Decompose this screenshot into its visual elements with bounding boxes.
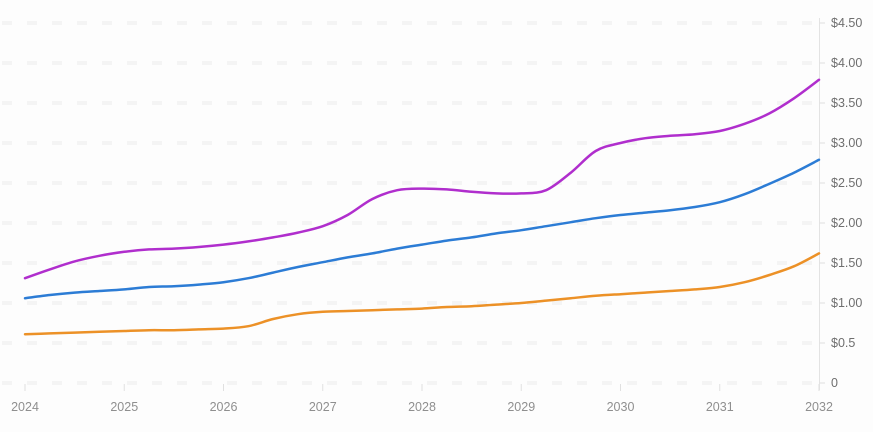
x-axis-label-2030: 2030 (607, 400, 635, 414)
x-axis-label-2029: 2029 (507, 400, 535, 414)
y-axis-label-2.5: $2.50 (831, 176, 862, 190)
y-axis-label-4.5: $4.50 (831, 16, 862, 30)
x-axis-label-2031: 2031 (706, 400, 734, 414)
y-axis-label-1.5: $1.50 (831, 256, 862, 270)
x-axis-label-2024: 2024 (11, 400, 39, 414)
series-line-blue[interactable] (23, 158, 821, 300)
x-axis-label-2026: 2026 (210, 400, 238, 414)
series-line-magenta[interactable] (23, 78, 821, 280)
x-axis-label-2032: 2032 (805, 400, 833, 414)
y-axis-label-4: $4.00 (831, 56, 862, 70)
y-axis-label-3.5: $3.50 (831, 96, 862, 110)
y-axis-label-3: $3.00 (831, 136, 862, 150)
x-axis-label-2028: 2028 (408, 400, 436, 414)
y-axis-label-1: $1.00 (831, 296, 862, 310)
x-axis-label-2027: 2027 (309, 400, 337, 414)
x-axis-label-2025: 2025 (110, 400, 138, 414)
y-axis-label-0: 0 (831, 376, 838, 390)
series-line-orange[interactable] (23, 252, 821, 336)
y-axis-label-0.5: $0.5 (831, 336, 855, 350)
y-axis-label-2: $2.00 (831, 216, 862, 230)
